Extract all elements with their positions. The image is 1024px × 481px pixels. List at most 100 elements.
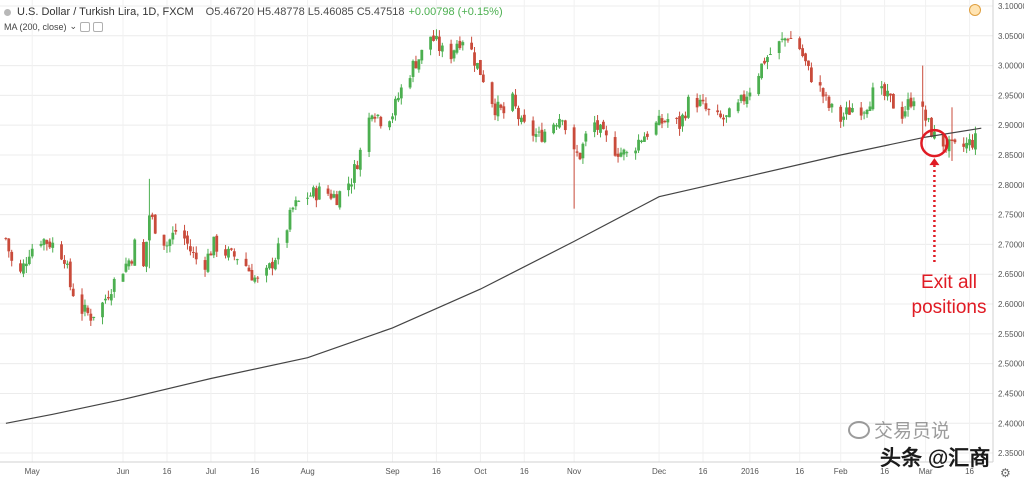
candle-body	[133, 239, 137, 266]
candle-body	[30, 248, 34, 257]
annotation-line-1: Exit all	[921, 272, 977, 293]
candle-body	[106, 297, 110, 299]
symbol-title[interactable]: U.S. Dollar / Turkish Lira, 1D, FXCM	[17, 6, 194, 18]
candle-body	[162, 234, 166, 246]
candle-body	[224, 249, 227, 256]
y-tick-label: 2.65000	[998, 270, 1024, 279]
symbol-dot-icon	[4, 8, 11, 16]
candle-body	[789, 37, 793, 39]
x-tick-label: Nov	[567, 467, 581, 476]
candle-body	[256, 277, 260, 279]
candle-body	[622, 149, 626, 155]
candle-body	[51, 242, 55, 248]
candle-body	[109, 294, 113, 301]
candle-body	[941, 133, 945, 147]
candle-body	[777, 41, 781, 53]
candle-body	[596, 120, 599, 130]
candle-body	[367, 117, 371, 152]
price-change: +0.00798 (+0.15%)	[408, 6, 503, 18]
wechat-icon	[848, 420, 870, 439]
x-tick-label: 16	[965, 467, 974, 476]
candle-body	[408, 78, 412, 88]
candle-body	[666, 119, 670, 123]
candle-body	[848, 107, 851, 115]
candle-body	[845, 107, 848, 115]
y-tick-label: 2.85000	[998, 151, 1024, 160]
candle-body	[531, 120, 535, 136]
candle-body	[821, 88, 825, 97]
candle-body	[555, 125, 558, 127]
candle-body	[862, 112, 866, 114]
candle-body	[461, 42, 465, 46]
candle-body	[889, 93, 892, 96]
candle-body	[45, 240, 49, 244]
watermark: 交易员说	[848, 416, 950, 443]
candle-body	[686, 96, 690, 118]
annotation-line-2: positions	[911, 297, 987, 318]
candle-body	[317, 186, 321, 200]
candle-body	[807, 60, 810, 67]
candle-body	[435, 35, 438, 40]
y-tick-label: 2.45000	[998, 389, 1024, 398]
currency-icon[interactable]	[969, 4, 981, 16]
candle-body	[499, 104, 503, 108]
candle-body	[537, 131, 541, 133]
candle-body	[285, 230, 289, 243]
y-tick-label: 2.75000	[998, 211, 1024, 220]
candle-body	[22, 263, 25, 274]
candle-body	[906, 99, 910, 110]
close-icon[interactable]	[93, 21, 104, 32]
candle-body	[63, 259, 66, 264]
candle-body	[227, 248, 230, 258]
candle-body	[168, 239, 172, 246]
candle-body	[24, 263, 28, 267]
candle-body	[19, 263, 22, 272]
candle-body	[232, 251, 236, 257]
candle-body	[930, 117, 933, 137]
candle-body	[92, 316, 96, 318]
candle-body	[663, 121, 667, 123]
y-tick-label: 2.80000	[998, 181, 1024, 190]
candle-body	[83, 304, 87, 312]
candle-body	[809, 67, 813, 83]
candle-body	[145, 241, 148, 267]
candle-body	[71, 288, 75, 297]
candle-body	[271, 261, 274, 269]
chevron-down-icon[interactable]: ⌄	[69, 21, 78, 31]
ma-legend[interactable]: MA (200, close) ⌄	[4, 21, 104, 32]
candle-body	[355, 165, 359, 169]
candle-body	[921, 101, 925, 107]
candle-body	[121, 273, 125, 282]
candle-body	[250, 269, 254, 281]
candle-body	[766, 57, 769, 63]
candle-body	[332, 194, 336, 198]
candle-body	[660, 118, 664, 124]
candle-body	[540, 129, 544, 142]
candle-body	[924, 109, 928, 121]
candle-body	[206, 253, 210, 272]
candle-body	[130, 261, 134, 264]
candle-body	[27, 256, 31, 265]
candle-body	[725, 115, 728, 117]
candle-body	[476, 62, 479, 69]
gear-icon[interactable]: ⚙	[1000, 466, 1011, 480]
candle-body	[124, 263, 128, 272]
x-tick-label: 16	[795, 467, 804, 476]
x-tick-label: Feb	[834, 467, 848, 476]
eye-icon[interactable]	[80, 21, 91, 32]
candle-body	[953, 139, 957, 143]
candle-body	[701, 99, 705, 102]
candle-body	[727, 108, 731, 118]
candle-body	[763, 60, 766, 64]
ma-200-line	[5, 127, 982, 424]
candle-body	[104, 298, 107, 301]
candle-body	[414, 61, 418, 69]
candle-body	[768, 54, 772, 56]
candle-body	[347, 183, 350, 191]
candle-body	[458, 40, 462, 49]
candle-body	[552, 124, 556, 134]
candle-body	[722, 117, 725, 120]
candle-body	[399, 87, 403, 99]
